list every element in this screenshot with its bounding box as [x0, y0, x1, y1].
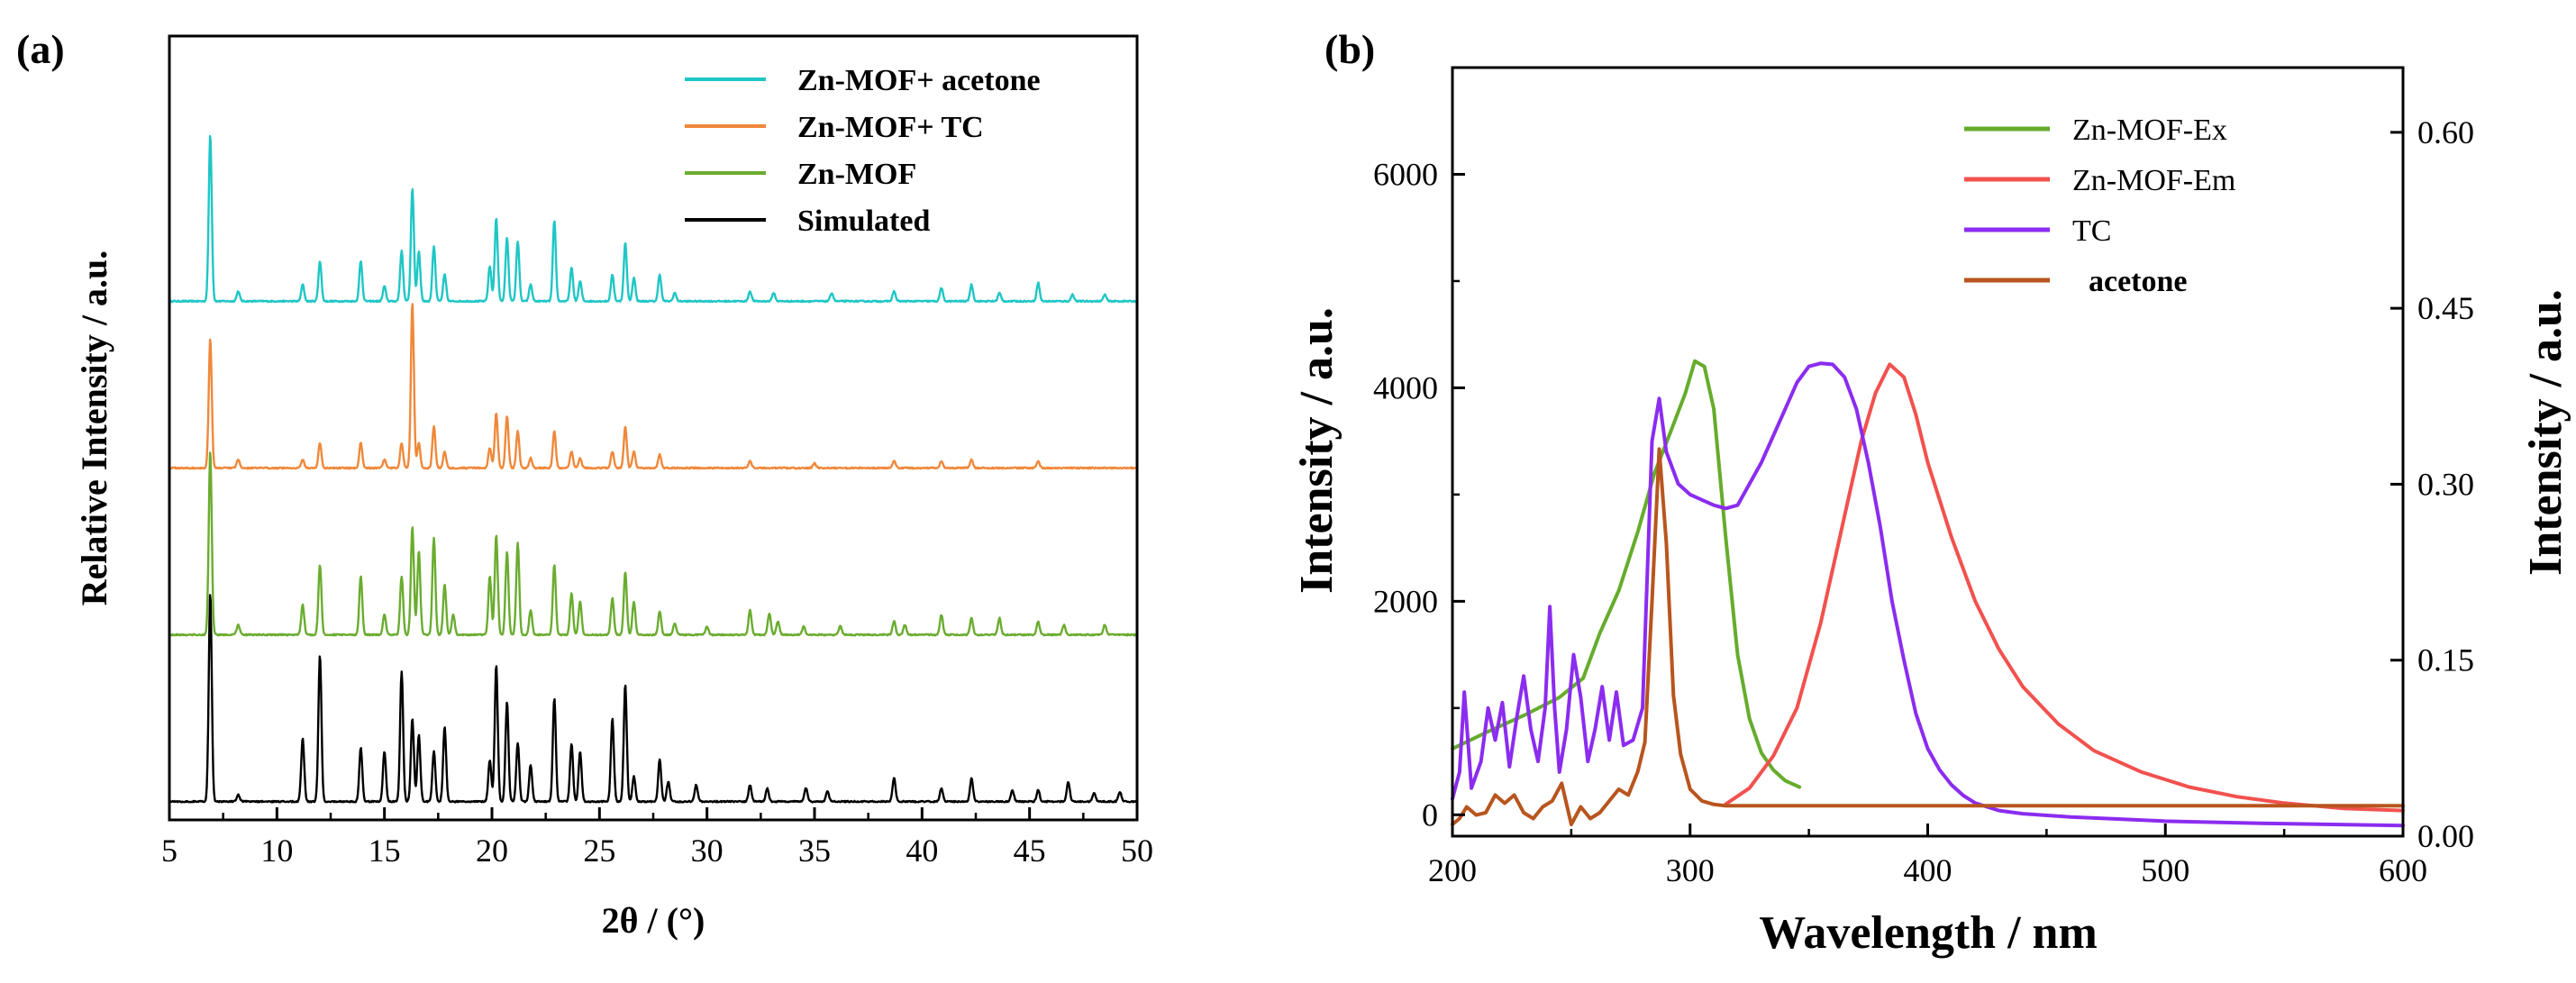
series-line-tc — [1451, 361, 2405, 828]
y-tick-label-right: 0.60 — [2417, 114, 2474, 150]
x-tick-label: 5 — [161, 833, 177, 869]
legend-label-zn-mof-tc: Zn-MOF+ TC — [797, 111, 984, 144]
panel-b-series-group — [1451, 359, 2405, 828]
panel-a-y-axis-title: Relative Intensity / a.u. — [74, 250, 114, 605]
series-line-acetone — [1451, 447, 2405, 826]
legend-label-acetone: acetone — [2089, 265, 2188, 298]
legend-label-zn-mof-acetone: Zn-MOF+ acetone — [797, 64, 1041, 97]
panel-b-y-axis-title-left: Intensity / a.u. — [1291, 307, 1343, 594]
legend-label-zn-mof-em: Zn-MOF-Em — [2072, 164, 2235, 197]
panel-a-x-ticks: 5 10 15 20 25 30 35 40 45 50 — [161, 807, 1153, 869]
x-tick-label: 40 — [906, 833, 938, 869]
panel-b-y-ticks-right: 0.00 0.15 0.30 0.45 0.60 — [2390, 114, 2474, 854]
panel-b-legend: Zn-MOF-Ex Zn-MOF-Em TC acetone — [1964, 114, 2235, 298]
x-tick-label: 15 — [369, 833, 401, 869]
y-tick-label-left: 0 — [1422, 796, 1438, 833]
x-tick-label: 20 — [476, 833, 508, 869]
y-tick-label-right: 0.30 — [2417, 466, 2474, 502]
series-line-zn-mof — [168, 451, 1138, 637]
x-tick-label: 10 — [260, 833, 293, 869]
panel-a-x-axis-title: 2θ / (°) — [602, 900, 705, 941]
series-line-simulated — [168, 594, 1138, 804]
x-tick-label: 500 — [2141, 852, 2189, 888]
y-tick-label-left: 2000 — [1373, 583, 1438, 619]
panel-a-series-group — [168, 134, 1138, 804]
x-tick-label: 300 — [1666, 852, 1715, 888]
panel-b-x-axis-title: Wavelength / nm — [1759, 907, 2098, 959]
y-tick-label-right: 0.00 — [2417, 818, 2474, 854]
x-tick-label: 30 — [691, 833, 724, 869]
legend-label-tc: TC — [2072, 214, 2111, 248]
panel-b-y-ticks-left: 0 2000 4000 6000 — [1373, 66, 1465, 833]
panel-a-label: (a) — [16, 26, 65, 72]
x-tick-label: 50 — [1121, 833, 1153, 869]
panel-a-plot-frame — [168, 34, 1139, 822]
panel-b-label: (b) — [1324, 26, 1375, 72]
series-line-zn-mof-ex — [1451, 359, 1802, 789]
panel-b-y-axis-title-right: Intensity / a.u. — [2520, 289, 2571, 576]
x-tick-label: 35 — [798, 833, 831, 869]
y-tick-label-right: 0.45 — [2417, 290, 2474, 326]
x-tick-label: 200 — [1428, 852, 1477, 888]
panel-a-legend: Zn-MOF+ acetone Zn-MOF+ TC Zn-MOF Simulated — [685, 64, 1041, 238]
x-tick-label: 400 — [1904, 852, 1952, 888]
x-tick-label: 600 — [2379, 852, 2427, 888]
y-tick-label-left: 6000 — [1373, 156, 1438, 192]
y-tick-label-left: 4000 — [1373, 369, 1438, 405]
y-tick-label-right: 0.15 — [2417, 642, 2474, 678]
legend-label-zn-mof-ex: Zn-MOF-Ex — [2072, 114, 2227, 147]
series-line-zn-mof-em — [1724, 362, 2405, 813]
series-line-zn-mof-acetone — [168, 134, 1138, 304]
x-tick-label: 25 — [583, 833, 615, 869]
legend-label-simulated: Simulated — [797, 205, 930, 238]
series-line-zn-mof-tc — [168, 303, 1138, 470]
legend-label-zn-mof: Zn-MOF — [797, 158, 916, 191]
x-tick-label: 45 — [1014, 833, 1046, 869]
panel-b-x-ticks: 200 300 400 500 600 — [1428, 824, 2427, 888]
panel-a: (a) 5 10 15 20 25 30 35 40 45 50 2θ / (°) Relativ… — [16, 26, 1153, 941]
